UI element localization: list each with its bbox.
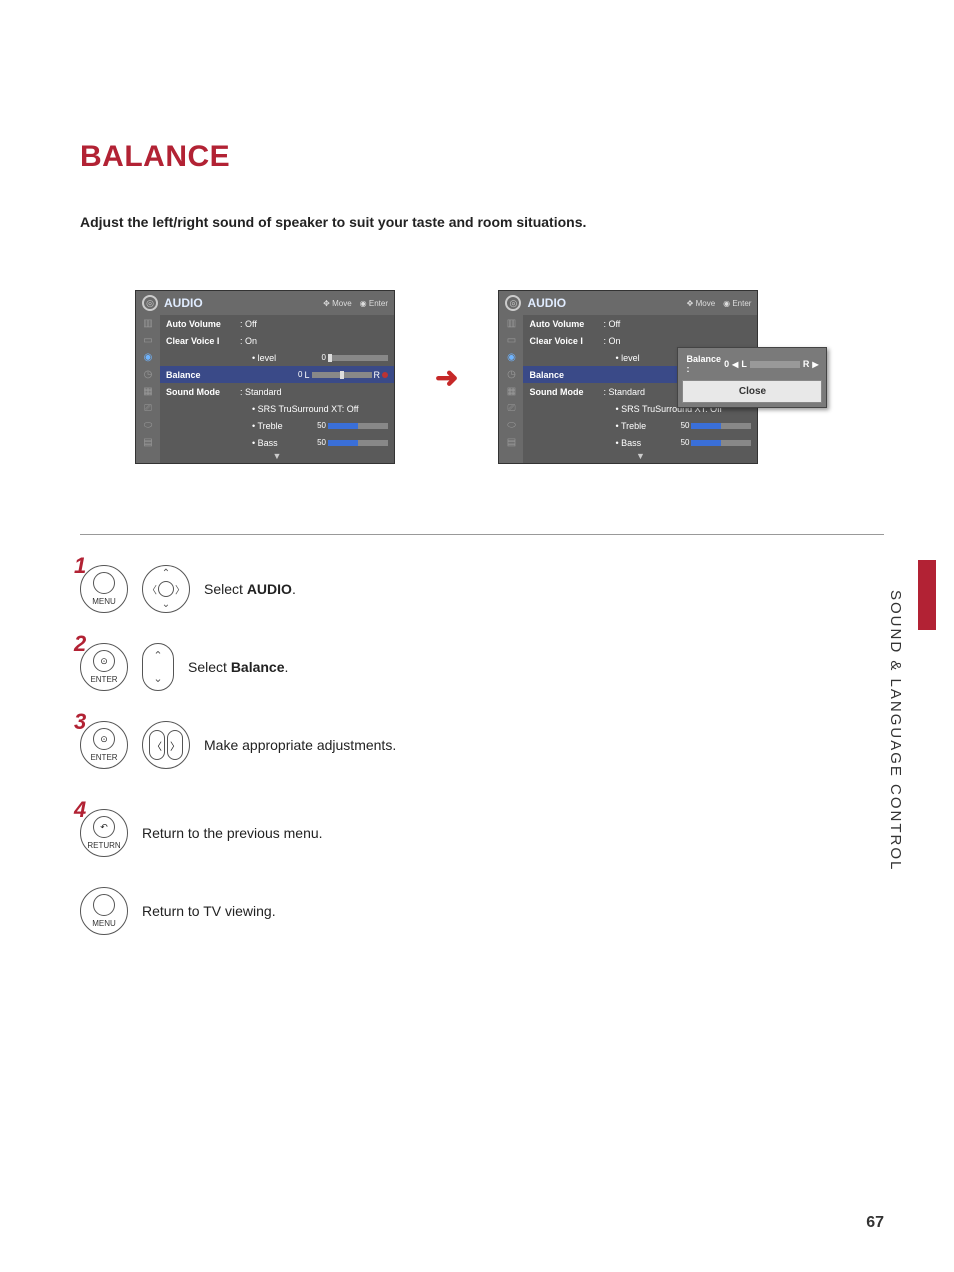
- cat-icon-audio: ◉: [136, 349, 160, 366]
- osd-item-treble[interactable]: • Treble 50: [160, 417, 394, 434]
- osd-item-clear-voice[interactable]: Clear Voice I : On: [160, 332, 394, 349]
- popup-label: Balance :: [686, 354, 724, 374]
- audio-icon: ◎: [505, 295, 521, 311]
- cat-icon: ▭: [136, 332, 160, 349]
- step-1: 1 MENU ⌃ ⌄ 〈 〉 Select AUDIO.: [80, 565, 884, 613]
- cat-icon: ⎚: [499, 400, 523, 417]
- arrow-right-icon: ▶: [812, 360, 818, 369]
- cat-icon: ▦: [499, 383, 523, 400]
- chevron-up-icon: ⌃: [153, 649, 162, 662]
- arrow-right-icon: ➜: [435, 361, 458, 394]
- osd-item-bass[interactable]: • Bass 50: [160, 434, 394, 451]
- popup-balance-slider[interactable]: 0 ◀ L R ▶: [724, 359, 818, 369]
- osd-item-auto-volume[interactable]: Auto Volume : Off: [523, 315, 757, 332]
- osd-item-bass[interactable]: • Bass 50: [523, 434, 757, 451]
- divider: [80, 534, 884, 535]
- chevron-right-icon: 〉: [175, 582, 185, 597]
- page-subtitle: Adjust the left/right sound of speaker t…: [80, 214, 884, 230]
- cat-icon: ▭: [499, 332, 523, 349]
- chevron-down-icon: ⌄: [162, 599, 170, 610]
- page-title: BALANCE: [80, 140, 884, 174]
- section-tab: [918, 560, 936, 630]
- section-label: SOUND & LANGUAGE CONTROL: [887, 590, 904, 871]
- audio-icon: ◎: [142, 295, 158, 311]
- osd-category-icons: ▥ ▭ ◉ ◷ ▦ ⎚ ⬭ ▤: [136, 315, 160, 463]
- chevron-left-icon: 〈: [149, 730, 165, 760]
- osd-header: ◎ AUDIO ✥ Move ◉ Enter: [499, 291, 757, 315]
- more-down-icon: ▼: [523, 451, 757, 463]
- osd-panel-before: ◎ AUDIO ✥ Move ◉ Enter ▥ ▭ ◉ ◷ ▦ ⎚ ⬭ ▤: [135, 290, 395, 464]
- balance-adjust-popup: Balance : 0 ◀ L R ▶ Close: [677, 347, 827, 408]
- step-4: 4 ↶ RETURN Return to the previous menu.: [80, 809, 884, 857]
- hint-enter: ◉ Enter: [360, 299, 388, 308]
- treble-bar: 50: [312, 421, 388, 430]
- chevron-up-icon: ⌃: [162, 568, 170, 579]
- cat-icon: ▤: [136, 434, 160, 451]
- instruction-steps: 1 MENU ⌃ ⌄ 〈 〉 Select AUDIO. 2 ⊙ ENTER: [80, 565, 884, 935]
- cursor-dot-icon: [382, 372, 388, 378]
- arrow-left-icon: ◀: [732, 360, 738, 369]
- cat-icon: ◷: [136, 366, 160, 383]
- cat-icon: ▦: [136, 383, 160, 400]
- osd-item-srs[interactable]: • SRS TruSurround XT: Off: [160, 400, 394, 417]
- treble-bar: 50: [675, 421, 751, 430]
- osd-header: ◎ AUDIO ✥ Move ◉ Enter: [136, 291, 394, 315]
- chevron-left-icon: 〈: [147, 582, 157, 597]
- remote-dpad[interactable]: ⌃ ⌄ 〈 〉: [142, 565, 190, 613]
- balance-bar: 0 L R: [288, 370, 388, 380]
- step-text: Select Balance.: [188, 659, 288, 675]
- remote-menu-button[interactable]: MENU: [80, 887, 128, 935]
- hint-move: ✥ Move: [687, 299, 716, 308]
- hint-enter: ◉ Enter: [723, 299, 751, 308]
- osd-item-sound-mode[interactable]: Sound Mode : Standard: [160, 383, 394, 400]
- step-3: 3 ⊙ ENTER 〈 〉 Make appropriate adjustmen…: [80, 721, 884, 769]
- step-5: MENU Return to TV viewing.: [80, 887, 884, 935]
- remote-leftright-rocker[interactable]: 〈 〉: [142, 721, 190, 769]
- cat-icon: ⬭: [136, 417, 160, 434]
- remote-return-button[interactable]: ↶ RETURN: [80, 809, 128, 857]
- cat-icon: ◷: [499, 366, 523, 383]
- step-text: Return to the previous menu.: [142, 825, 323, 841]
- chevron-right-icon: 〉: [167, 730, 183, 760]
- cat-icon-audio: ◉: [499, 349, 523, 366]
- osd-panel-after: ◎ AUDIO ✥ Move ◉ Enter ▥ ▭ ◉ ◷ ▦ ⎚ ⬭ ▤: [498, 290, 758, 464]
- step-2: 2 ⊙ ENTER ⌃ ⌄ Select Balance.: [80, 643, 884, 691]
- remote-updown-rocker[interactable]: ⌃ ⌄: [142, 643, 174, 691]
- cat-icon: ▥: [499, 315, 523, 332]
- osd-title: AUDIO: [164, 296, 203, 310]
- cat-icon: ⎚: [136, 400, 160, 417]
- chevron-down-icon: ⌄: [153, 672, 162, 685]
- osd-item-treble[interactable]: • Treble 50: [523, 417, 757, 434]
- remote-enter-button[interactable]: ⊙ ENTER: [80, 721, 128, 769]
- bass-bar: 50: [312, 438, 388, 447]
- step-text: Return to TV viewing.: [142, 903, 276, 919]
- cat-icon: ⬭: [499, 417, 523, 434]
- popup-close-button[interactable]: Close: [682, 380, 822, 403]
- cat-icon: ▤: [499, 434, 523, 451]
- hint-move: ✥ Move: [323, 299, 352, 308]
- osd-comparison-row: ◎ AUDIO ✥ Move ◉ Enter ▥ ▭ ◉ ◷ ▦ ⎚ ⬭ ▤: [135, 290, 884, 464]
- remote-enter-button[interactable]: ⊙ ENTER: [80, 643, 128, 691]
- page-number: 67: [866, 1214, 884, 1232]
- osd-item-level[interactable]: • level 0: [160, 349, 394, 366]
- cat-icon: ▥: [136, 315, 160, 332]
- more-down-icon: ▼: [160, 451, 394, 463]
- osd-item-auto-volume[interactable]: Auto Volume : Off: [160, 315, 394, 332]
- step-text: Make appropriate adjustments.: [204, 737, 396, 753]
- remote-menu-button[interactable]: MENU: [80, 565, 128, 613]
- bass-bar: 50: [675, 438, 751, 447]
- osd-item-balance[interactable]: Balance 0 L R: [160, 366, 394, 383]
- osd-category-icons: ▥ ▭ ◉ ◷ ▦ ⎚ ⬭ ▤: [499, 315, 523, 463]
- level-bar: 0: [312, 353, 388, 362]
- step-text: Select AUDIO.: [204, 581, 296, 597]
